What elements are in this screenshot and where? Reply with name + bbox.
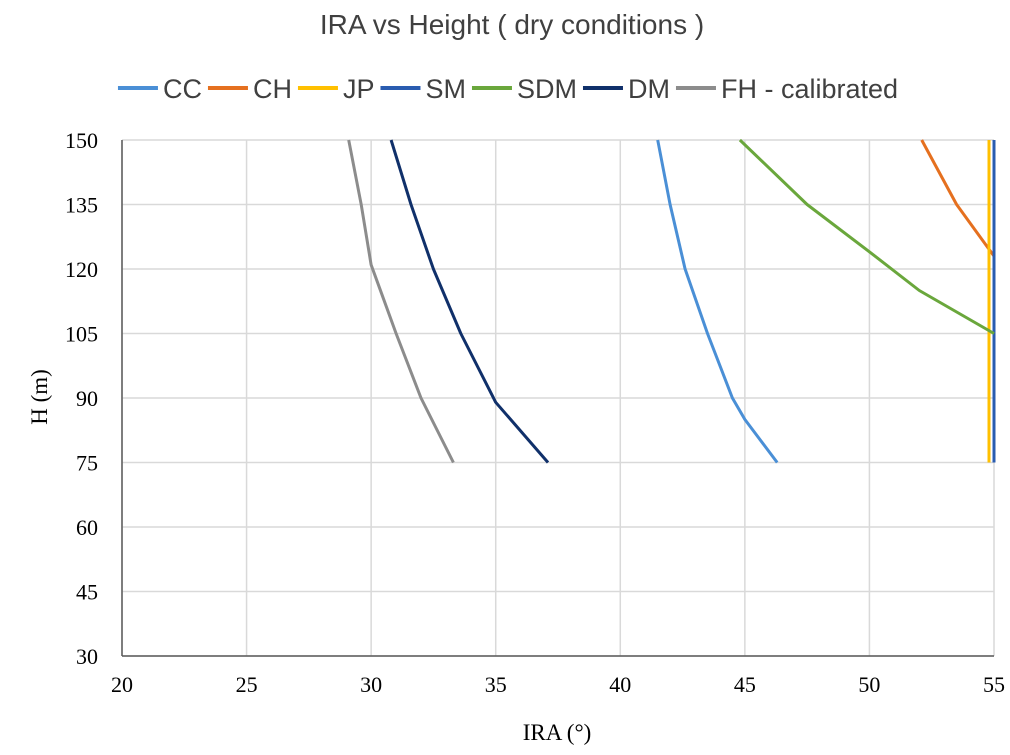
x-tick-label: 50 xyxy=(858,672,880,697)
series-line-ch xyxy=(920,139,996,257)
x-tick-labels: 20 25 30 35 40 45 50 55 xyxy=(111,672,1005,697)
legend-item: DM xyxy=(582,74,670,104)
x-tick-label: 25 xyxy=(236,672,258,697)
series-line-cc xyxy=(656,139,779,464)
x-tick-label: 55 xyxy=(983,672,1005,697)
grid xyxy=(121,139,995,657)
x-tick-label: 45 xyxy=(734,672,756,697)
series-line-sdm xyxy=(738,138,995,335)
y-tick-label: 90 xyxy=(76,386,98,411)
series-line-fh-calibrated xyxy=(347,139,455,464)
legend-item: CH xyxy=(207,74,292,104)
legend: CC CH JP SM SDM DM FH - calibrated xyxy=(117,74,898,104)
y-tick-label: 135 xyxy=(65,193,98,218)
x-tick-label: 20 xyxy=(111,672,133,697)
x-tick-label: 35 xyxy=(485,672,507,697)
y-tick-label: 105 xyxy=(65,322,98,347)
legend-item: JP xyxy=(297,74,375,104)
x-axis-title: IRA (°) xyxy=(523,720,592,745)
y-tick-label: 120 xyxy=(65,257,98,282)
y-tick-label: 45 xyxy=(76,580,98,605)
legend-item: CC xyxy=(117,74,202,104)
legend-item: SDM xyxy=(471,74,577,104)
legend-label: CC xyxy=(163,74,202,104)
x-tick-label: 30 xyxy=(360,672,382,697)
y-tick-label: 150 xyxy=(65,128,98,153)
legend-label: DM xyxy=(628,74,670,104)
legend-label: SM xyxy=(425,74,466,104)
legend-item: FH - calibrated xyxy=(675,74,898,104)
chart-title: IRA vs Height ( dry conditions ) xyxy=(320,9,704,40)
y-tick-label: 60 xyxy=(76,515,98,540)
legend-label: CH xyxy=(253,74,292,104)
y-tick-labels: 30 45 60 75 90 105 120 135 150 xyxy=(65,128,98,669)
axes xyxy=(121,140,994,657)
legend-label: SDM xyxy=(517,74,577,104)
legend-label: FH - calibrated xyxy=(721,74,898,104)
legend-item: SM xyxy=(380,74,466,104)
series-lines xyxy=(347,138,996,464)
y-tick-label: 30 xyxy=(76,644,98,669)
y-axis-title: H (m) xyxy=(27,369,52,425)
y-tick-label: 75 xyxy=(76,451,98,476)
x-tick-label: 40 xyxy=(609,672,631,697)
series-line-dm xyxy=(389,139,550,464)
legend-label: JP xyxy=(343,74,375,104)
